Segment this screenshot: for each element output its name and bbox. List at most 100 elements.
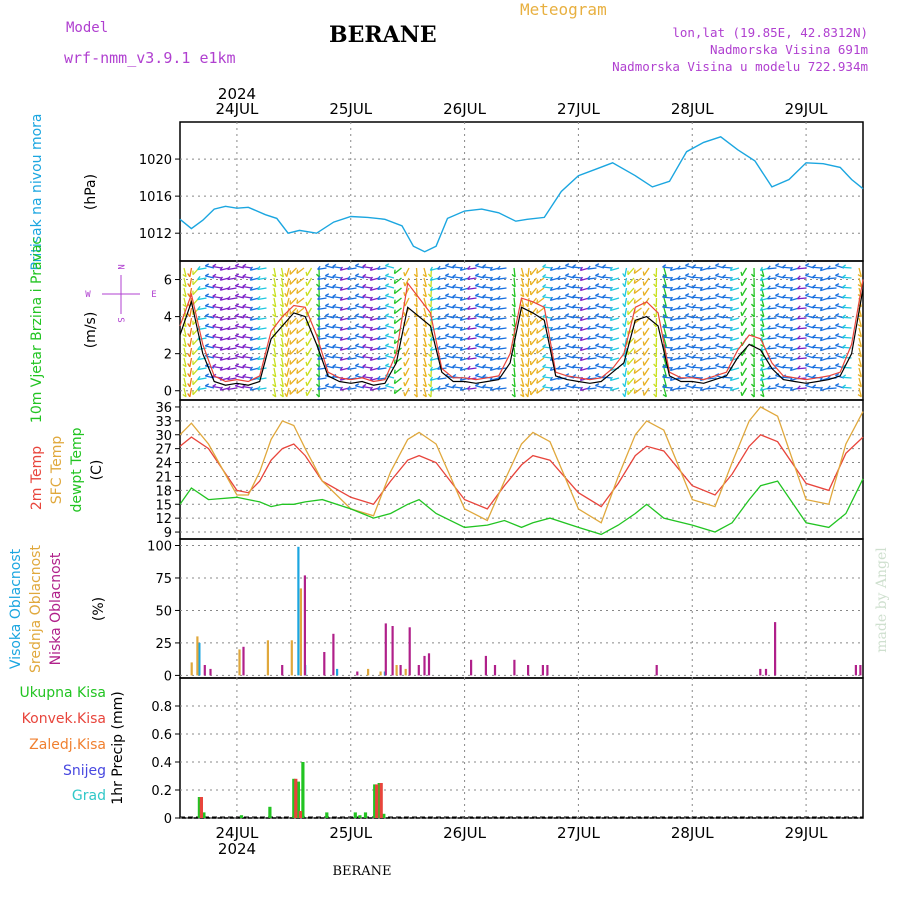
wind-barb-tick [819, 266, 823, 271]
wind-barb [404, 347, 410, 357]
wind-barb-tick [422, 393, 427, 398]
wind-barb-tick [385, 263, 390, 267]
wind-barb-tick [812, 324, 817, 328]
wind-barb-tick [722, 304, 727, 308]
wind-barb-tick [715, 293, 720, 297]
wind-barb-tick [249, 346, 254, 351]
wind-barb-tick [759, 386, 763, 391]
wind-barb [707, 287, 717, 290]
wind-barb-tick [805, 383, 810, 387]
wind-barb [220, 387, 230, 391]
wind-barb [633, 267, 642, 274]
wind-barb-tick [782, 284, 787, 288]
wind-barb-tick [315, 393, 320, 398]
wind-barb [610, 317, 620, 322]
wind-barb [513, 377, 516, 388]
wind-barb-tick [805, 293, 810, 297]
y-tick-label: 25 [155, 637, 172, 652]
wind-barb-tick [587, 315, 591, 320]
wind-barb-tick [422, 343, 427, 348]
wind-barb-tick [187, 273, 191, 278]
wind-barb-tick [445, 263, 450, 267]
wind-barb [475, 314, 485, 319]
wind-barb-tick [653, 333, 657, 338]
wind-barb [415, 347, 418, 358]
wind-barb [332, 285, 342, 289]
wind-barb [362, 286, 372, 289]
pressure-panel [179, 121, 864, 262]
wind-barb [273, 387, 277, 397]
wind-barb-tick [242, 353, 247, 358]
wind-barb-tick [354, 343, 360, 347]
wind-barb [394, 307, 402, 315]
wind-barb [289, 277, 297, 285]
wind-barb-tick [332, 353, 337, 358]
wind-barb [280, 367, 284, 377]
wind-barb [197, 387, 207, 391]
wind-barb-tick [633, 379, 636, 384]
wind-barb-tick [602, 364, 607, 368]
wind-barb-tick [403, 371, 406, 377]
wind-barb [235, 305, 245, 309]
wind-barb-tick [827, 285, 831, 290]
wind-barb-tick [197, 315, 201, 320]
wind-barb [452, 366, 462, 369]
wind-barb [572, 386, 582, 389]
wind-barb-tick [354, 353, 360, 357]
wind-barb [220, 317, 230, 321]
wind-barb-tick [212, 263, 217, 268]
clouds-bar [356, 671, 359, 676]
wind-barb [332, 355, 342, 359]
wind-barb-tick [797, 325, 801, 330]
wind-barb-tick [662, 304, 667, 308]
wind-barb [332, 305, 342, 309]
wind-barb [692, 356, 702, 359]
wind-barb [497, 357, 507, 360]
wind-barb [767, 307, 777, 310]
wind-barb-tick [842, 334, 847, 338]
wind-barb [557, 337, 567, 340]
wind-barb [692, 316, 702, 319]
wind-barb [610, 297, 620, 302]
wind-barb [812, 296, 822, 299]
wind-barb-tick [572, 284, 577, 288]
wind-barb [587, 317, 597, 320]
wind-barb [257, 307, 267, 311]
wind-barb [482, 306, 492, 309]
wind-barb-tick [362, 263, 367, 268]
wind-barb-tick [685, 283, 690, 287]
clouds-bar [655, 665, 658, 676]
wind-barb-tick [459, 336, 464, 341]
precip-bar [379, 783, 383, 818]
wind-barb-tick [602, 384, 607, 388]
wind-barb [572, 266, 582, 269]
wind-barb-tick [427, 333, 432, 338]
wind-barb [286, 357, 290, 367]
wind-barb [242, 285, 252, 289]
precip-axis-label: 1hr Precip (mm) [110, 691, 126, 804]
wind-barb [189, 327, 193, 337]
wind-barb [730, 377, 740, 382]
wind-barb-tick [272, 313, 277, 318]
wind-barb-tick [377, 325, 381, 330]
wind-barb [627, 387, 635, 396]
wind-barb-tick [317, 265, 321, 270]
wind-barb [286, 287, 290, 297]
wind-barb-tick [842, 354, 847, 358]
wind-barb-tick [767, 375, 771, 380]
compass-rose: N W E S [85, 264, 156, 322]
y-tick-label: 1016 [139, 190, 172, 205]
wind-barb [189, 387, 193, 397]
wind-barb [296, 367, 305, 375]
wind-barb [520, 297, 525, 307]
wind-barb [183, 387, 187, 397]
wind-barb [741, 297, 748, 307]
wind-barb-tick [633, 359, 636, 364]
wind-barb [257, 377, 267, 381]
wind-barb [445, 285, 455, 289]
wind-barb-tick [572, 324, 577, 328]
wind-barb-tick [296, 319, 299, 324]
wind-barb [445, 305, 455, 309]
wind-barb [475, 354, 485, 359]
wind-barb [542, 316, 552, 319]
